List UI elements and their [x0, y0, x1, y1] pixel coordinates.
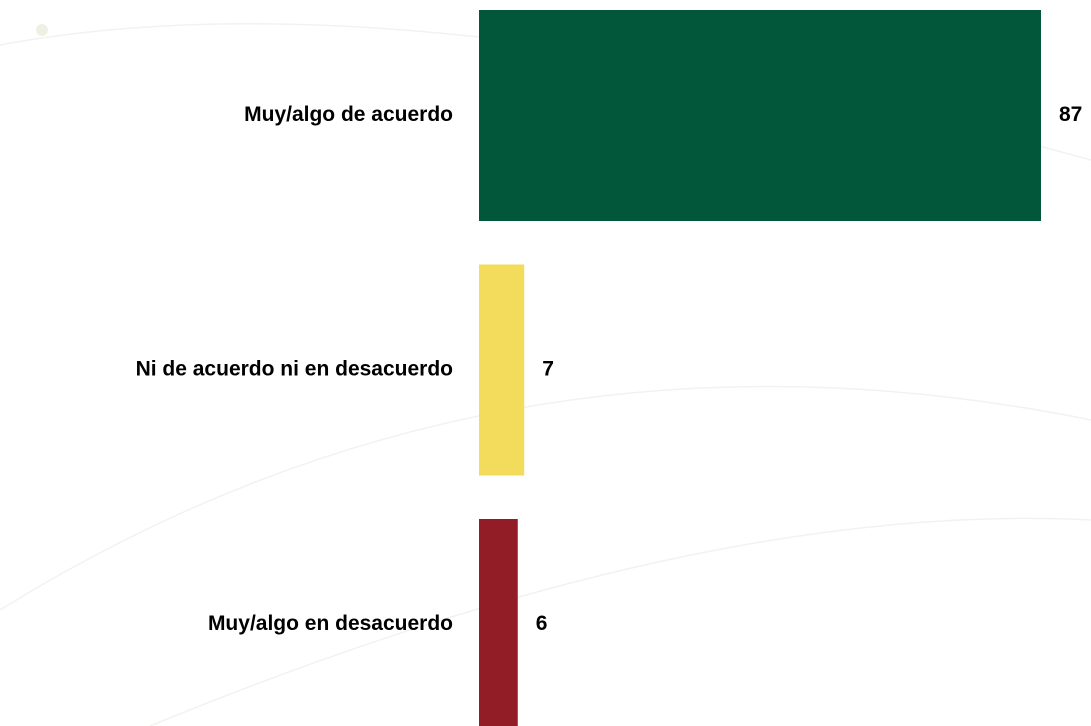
category-label: Muy/algo de acuerdo [244, 103, 453, 126]
bar [479, 10, 1041, 221]
value-label: 87 [1059, 103, 1082, 126]
category-label: Ni de acuerdo ni en desacuerdo [136, 358, 453, 381]
category-label: Muy/algo en desacuerdo [208, 612, 453, 635]
value-label: 7 [542, 358, 554, 381]
bar [479, 264, 525, 476]
bar [479, 519, 518, 726]
value-label: 6 [536, 612, 548, 635]
